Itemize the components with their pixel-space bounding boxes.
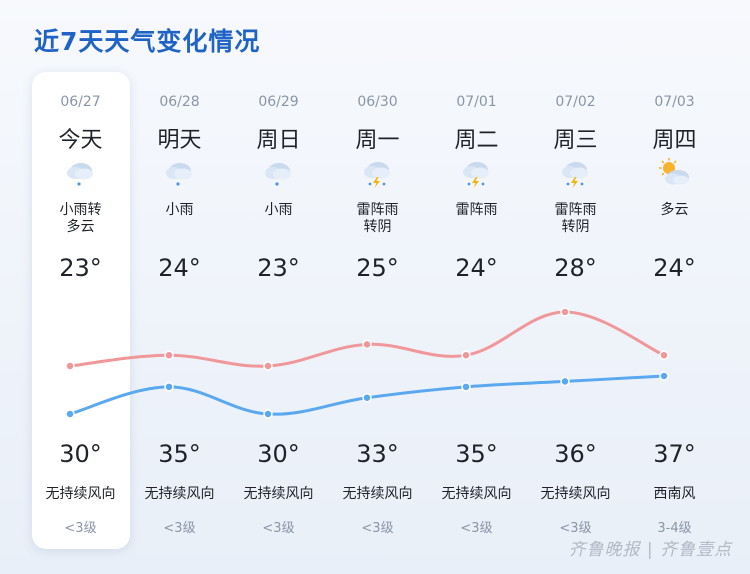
partly-cloudy-icon — [658, 158, 690, 188]
temperature-point — [164, 382, 174, 392]
day-name: 周三 — [553, 128, 598, 153]
temperature-point — [65, 409, 75, 419]
lower-curve-points — [65, 371, 669, 419]
weather-description: 小雨转 多云 — [59, 202, 102, 235]
day-date: 06/29 — [258, 94, 299, 110]
temperature-top: 24° — [158, 254, 201, 282]
temperature-point — [65, 361, 75, 371]
temperature-bottom: 30° — [257, 440, 300, 468]
temperature-top: 28° — [554, 254, 597, 282]
wind-direction: 无持续风向 — [45, 486, 116, 502]
temperature-point — [461, 382, 471, 392]
weather-description: 小雨 — [264, 202, 293, 218]
temperature-point — [659, 371, 669, 381]
thunderstorm-icon — [559, 158, 591, 188]
temperature-top: 23° — [59, 254, 102, 282]
temperature-top: 24° — [653, 254, 696, 282]
thunderstorm-icon — [361, 158, 393, 188]
day-column: 06/29 周日小雨 23° 30° 无持续风向 <3级 — [229, 72, 328, 549]
weather-description: 雷阵雨 — [455, 202, 498, 218]
upper-temperature-curve — [68, 310, 666, 368]
wind-direction: 无持续风向 — [144, 486, 215, 502]
wind-direction: 无持续风向 — [540, 486, 611, 502]
temperature-bottom: 37° — [653, 440, 696, 468]
temperature-bottom: 36° — [554, 440, 597, 468]
today-highlight-card — [32, 72, 130, 549]
wind-level: <3级 — [262, 521, 295, 536]
wind-direction: 西南风 — [653, 486, 696, 502]
weather-description: 雷阵雨 转阴 — [356, 202, 399, 235]
temperature-point — [263, 361, 273, 371]
day-column: 06/28 明天小雨 24° 35° 无持续风向 <3级 — [130, 72, 229, 549]
day-name: 周四 — [652, 128, 697, 153]
day-date: 06/28 — [159, 94, 200, 110]
temperature-point — [659, 350, 669, 360]
temperature-point — [461, 350, 471, 360]
wind-direction: 无持续风向 — [342, 486, 413, 502]
temperature-bottom: 35° — [455, 440, 498, 468]
temperature-point — [362, 392, 372, 403]
day-date: 07/03 — [654, 94, 695, 110]
wind-level: <3级 — [361, 521, 394, 536]
day-date: 06/30 — [357, 94, 398, 110]
wind-level: <3级 — [559, 521, 592, 536]
weather-description: 多云 — [660, 202, 689, 218]
temperature-bottom: 30° — [59, 440, 102, 468]
day-name: 今天 — [58, 128, 103, 153]
day-column: 06/27 今天小雨转 多云 23° 30° 无持续风向 <3级 — [31, 72, 130, 549]
light-rain-icon — [262, 158, 294, 188]
thunderstorm-icon — [460, 158, 492, 188]
light-rain-icon — [163, 158, 195, 188]
wind-level: <3级 — [64, 521, 97, 536]
temperature-bottom: 33° — [356, 440, 399, 468]
temperature-top: 24° — [455, 254, 498, 282]
day-date: 07/02 — [555, 94, 596, 110]
wind-direction: 无持续风向 — [243, 486, 314, 502]
wind-level: <3级 — [460, 521, 493, 536]
temperature-bottom: 35° — [158, 440, 201, 468]
temperature-point — [560, 307, 570, 317]
temperature-point — [560, 376, 570, 387]
day-name: 周日 — [256, 128, 301, 153]
day-column: 07/02 周三雷阵雨 转阴 28° 36° 无持续风向 <3级 — [526, 72, 625, 549]
temperature-point — [362, 339, 372, 350]
light-rain-icon — [64, 158, 96, 188]
wind-level: <3级 — [163, 521, 196, 536]
weather-description: 小雨 — [165, 202, 194, 218]
day-column: 07/03 周四多云 24° 37° 西南风 3-4级 — [625, 72, 724, 549]
day-name: 周一 — [355, 128, 400, 153]
wind-direction: 无持续风向 — [441, 486, 512, 502]
temperature-top: 23° — [257, 254, 300, 282]
watermark: 齐鲁晚报 | 齐鲁壹点 — [568, 540, 732, 560]
day-column: 06/30 周一雷阵雨 转阴 25° 33° 无持续风向 <3级 — [328, 72, 427, 549]
upper-curve-points — [65, 307, 669, 371]
day-date: 07/01 — [456, 94, 497, 110]
temperature-point — [164, 350, 174, 360]
day-name: 周二 — [454, 128, 499, 153]
page-title: 近7天天气变化情况 — [34, 27, 261, 56]
day-name: 明天 — [157, 128, 202, 153]
day-column: 07/01 周二雷阵雨 24° 35° 无持续风向 <3级 — [427, 72, 526, 549]
temperature-top: 25° — [356, 254, 399, 282]
wind-level: 3-4级 — [657, 521, 692, 536]
temperature-point — [263, 409, 273, 419]
day-date: 06/27 — [60, 94, 101, 110]
weather-description: 雷阵雨 转阴 — [554, 202, 597, 235]
